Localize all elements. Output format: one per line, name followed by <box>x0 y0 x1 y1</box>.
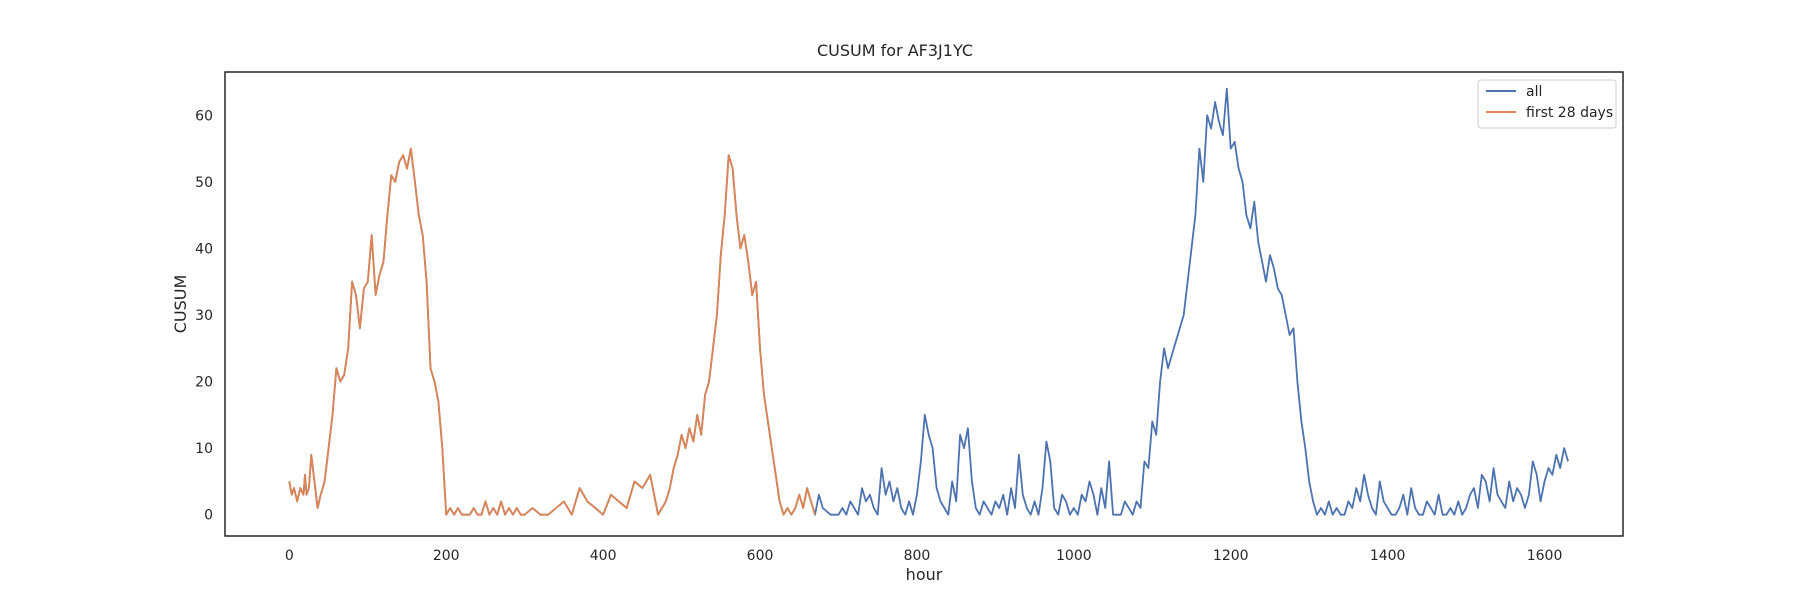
x-tick-label: 1400 <box>1370 548 1406 564</box>
x-tick-label: 1000 <box>1056 548 1092 564</box>
x-tick-label: 800 <box>904 548 931 564</box>
x-tick-label: 400 <box>590 548 617 564</box>
y-tick-label: 20 <box>195 375 213 391</box>
legend-label-all: all <box>1526 84 1542 100</box>
x-tick-label: 1200 <box>1213 548 1249 564</box>
x-tick-label: 0 <box>285 548 294 564</box>
y-tick-label: 0 <box>204 508 213 524</box>
y-tick-label: 50 <box>195 175 213 191</box>
y-tick-label: 60 <box>195 108 213 124</box>
y-tick-label: 30 <box>195 308 213 324</box>
x-tick-label: 200 <box>433 548 460 564</box>
chart-title: CUSUM for AF3J1YC <box>817 41 973 60</box>
y-tick-label: 10 <box>195 441 213 457</box>
legend: all first 28 days <box>1477 79 1617 129</box>
x-tick-label: 1600 <box>1527 548 1563 564</box>
series-line-first-28-days <box>288 147 816 516</box>
plot-frame <box>224 71 1624 537</box>
axis-ticks: 0 200 400 600 800 1000 1200 1400 1600 0 10 20 30 40 50… <box>195 108 1562 564</box>
x-axis-label: hour <box>906 565 943 584</box>
y-axis-label: CUSUM <box>171 275 190 334</box>
legend-label-first-28-days: first 28 days <box>1526 105 1613 121</box>
y-tick-label: 40 <box>195 241 213 257</box>
plot-lines <box>288 87 1569 516</box>
x-tick-label: 600 <box>747 548 774 564</box>
